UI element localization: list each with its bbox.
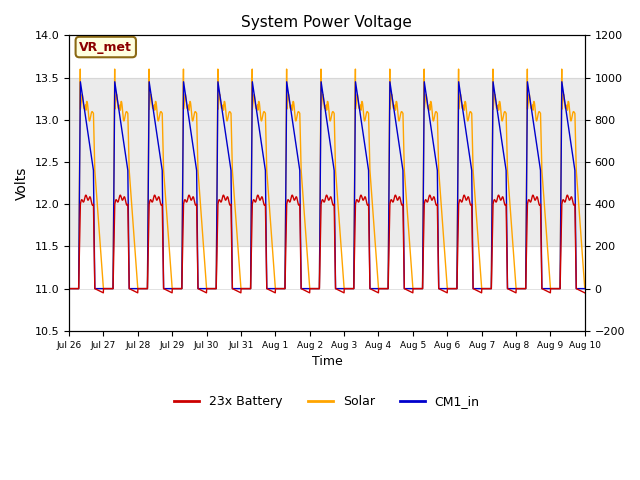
Y-axis label: Volts: Volts <box>15 167 29 200</box>
Text: VR_met: VR_met <box>79 40 132 54</box>
Bar <box>69 78 585 246</box>
Title: System Power Voltage: System Power Voltage <box>241 15 412 30</box>
Legend: 23x Battery, Solar, CM1_in: 23x Battery, Solar, CM1_in <box>169 390 484 413</box>
X-axis label: Time: Time <box>312 355 342 368</box>
